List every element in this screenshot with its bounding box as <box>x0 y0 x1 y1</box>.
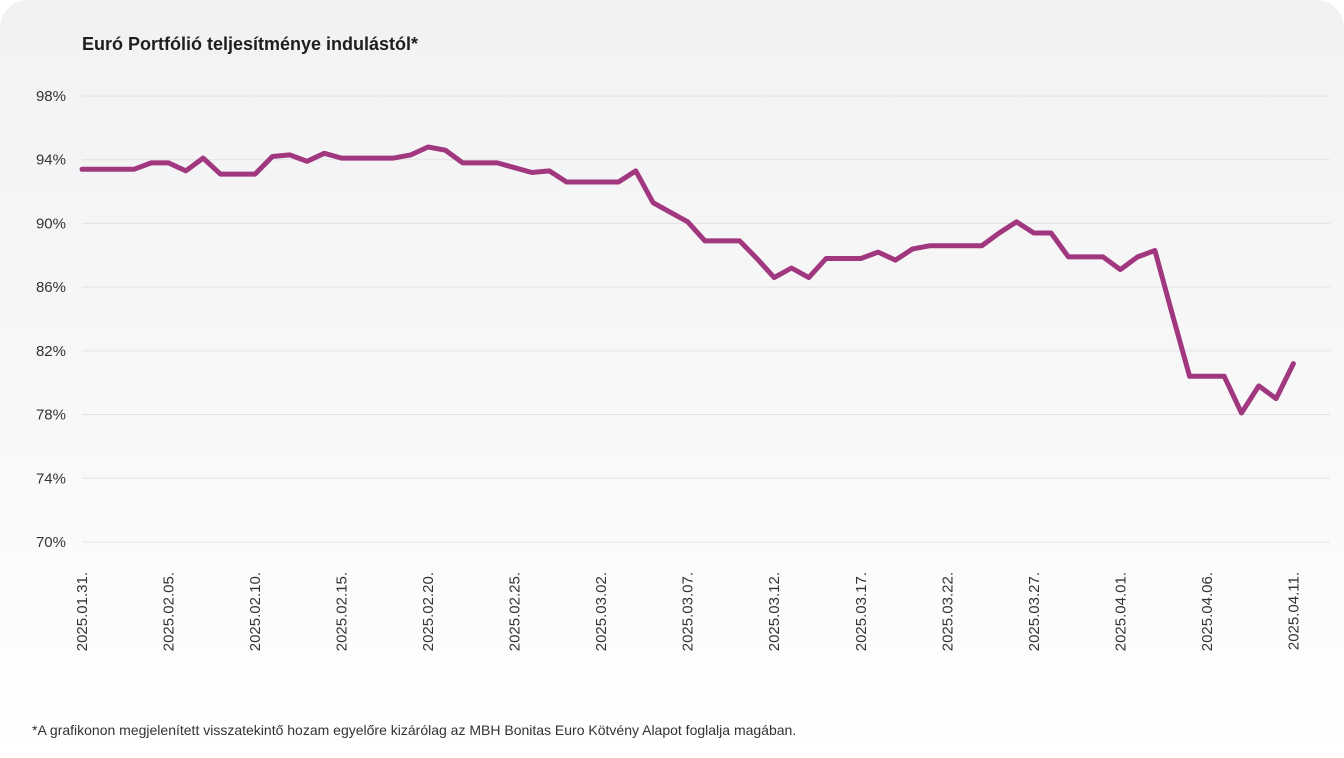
x-axis-ticks: 2025.01.31. 2025.02.05. 2025.02.10. 2025.02… <box>74 572 1302 651</box>
x-tick-label: 2025.04.01. <box>1112 572 1129 651</box>
x-tick-label: 2025.02.10. <box>247 572 264 651</box>
footnote: *A grafikonon megjelenített visszatekint… <box>32 722 797 738</box>
x-tick-label: 2025.03.12. <box>766 572 783 651</box>
x-tick-label: 2025.03.17. <box>853 572 870 651</box>
x-tick-label: 2025.03.02. <box>593 572 610 651</box>
y-tick-label: 86% <box>36 279 66 296</box>
x-tick-label: 2025.04.11. <box>1285 572 1302 650</box>
x-tick-label: 2025.03.22. <box>939 572 956 651</box>
x-tick-label: 2025.04.06. <box>1199 572 1216 651</box>
y-axis-ticks: 98% 94% 90% 86% 82% 78% 74% 70% <box>36 88 66 551</box>
y-tick-label: 82% <box>36 343 66 360</box>
x-tick-label: 2025.03.27. <box>1026 572 1043 651</box>
x-tick-label: 2025.02.25. <box>507 572 524 651</box>
y-tick-label: 74% <box>36 470 66 487</box>
y-tick-label: 98% <box>36 88 66 105</box>
series-layer <box>79 144 1296 416</box>
x-tick-label: 2025.02.20. <box>420 572 437 651</box>
y-tick-label: 78% <box>36 407 66 424</box>
y-tick-label: 70% <box>36 534 66 551</box>
x-tick-label: 2025.02.15. <box>334 572 351 651</box>
y-tick-label: 94% <box>36 152 66 169</box>
grid-lines <box>82 95 1330 543</box>
x-tick-label: 2025.02.05. <box>161 572 178 651</box>
x-tick-label: 2025.03.07. <box>680 572 697 651</box>
x-tick-label: 2025.01.31. <box>74 572 91 651</box>
y-tick-label: 90% <box>36 215 66 232</box>
series-line <box>79 144 1296 416</box>
chart-title: Euró Portfólió teljesítménye indulástól* <box>82 34 419 54</box>
